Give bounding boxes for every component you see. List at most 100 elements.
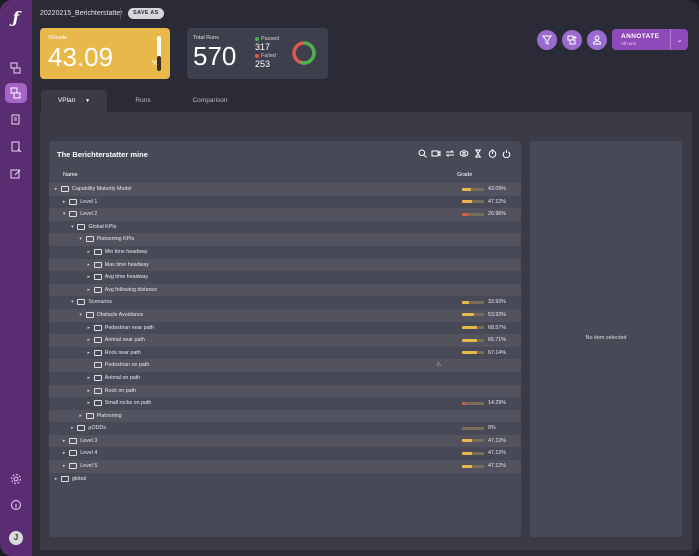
video-icon[interactable] <box>431 148 441 158</box>
tree-row-label: µODDs <box>88 425 106 432</box>
chevron-down-icon[interactable]: ▾ <box>79 311 82 318</box>
view-icon[interactable] <box>459 148 469 158</box>
search-icon[interactable] <box>417 148 427 158</box>
nav-runs-icon[interactable] <box>5 58 27 78</box>
detail-panel: No item selected <box>530 141 682 537</box>
chevron-down-icon[interactable]: ▾ <box>71 223 74 230</box>
tab-comparison[interactable]: Comparison <box>192 97 228 104</box>
grade-bar <box>462 187 484 191</box>
tree-row[interactable]: ▸ Max time headway <box>49 258 521 272</box>
tree-row[interactable]: ▸ Small rocks on path 14.29% <box>49 397 521 410</box>
nav-documents-icon[interactable] <box>5 110 27 130</box>
chevron-right-icon[interactable]: ▸ <box>54 475 58 482</box>
chevron-right-icon[interactable]: ▸ <box>87 248 91 255</box>
hourglass-icon[interactable] <box>473 148 483 158</box>
chevron-right-icon[interactable]: ▸ <box>87 400 91 407</box>
folder-icon <box>93 286 102 293</box>
annotate-button[interactable]: ANNOTATE All runs ⌄ <box>612 29 688 50</box>
nav-vplan-icon[interactable] <box>5 83 27 103</box>
tree-row[interactable]: ▸ Level 5 47.12% <box>49 460 521 473</box>
save-as-button[interactable]: SAVE AS <box>128 8 164 19</box>
tree-row-label: Level 5 <box>80 463 98 470</box>
grade-value: 43.09% <box>488 186 506 192</box>
warning-icon: ⚠ <box>436 362 442 369</box>
tree-row[interactable]: ▸ Level 4 47.12% <box>49 447 521 460</box>
folder-icon <box>69 437 78 444</box>
tree-row[interactable]: ▸ Animal near path 65.71% <box>49 334 521 347</box>
chevron-down-icon[interactable]: ▾ <box>79 236 82 243</box>
swap-icon[interactable] <box>445 148 455 158</box>
column-header-name: Name <box>63 172 78 178</box>
tree-row-label: Level 2 <box>80 211 98 218</box>
tree-row[interactable]: ▸ Level 1 47.12% <box>49 196 521 209</box>
chevron-down-icon: ▼ <box>85 98 91 104</box>
tree-row[interactable]: ▾ Obstacle Avoidance 53.93% <box>49 308 521 322</box>
chevron-right-icon[interactable]: ▸ <box>62 437 66 444</box>
failed-count: 253 <box>255 59 271 69</box>
tree-row[interactable]: ▸ Pedestrian near path 68.57% <box>49 322 521 335</box>
chevron-right-icon[interactable]: ▸ <box>71 425 74 432</box>
passed-legend: Passed 317 <box>255 36 279 52</box>
power-icon[interactable] <box>501 148 511 158</box>
tree-row[interactable]: ▸ Animal on path <box>49 372 521 385</box>
chevron-right-icon[interactable]: ▸ <box>54 186 58 192</box>
chevron-right-icon[interactable]: ▸ <box>87 274 91 281</box>
chevron-down-icon[interactable]: ▾ <box>62 211 66 218</box>
folder-icon <box>93 362 102 369</box>
chevron-down-icon[interactable]: ▾ <box>71 299 74 306</box>
grade-value: 65.71% <box>488 337 506 344</box>
tree-row[interactable]: ▸ Rock on path <box>49 384 521 398</box>
vgrade-card: VGrade 43.09 % <box>40 28 170 79</box>
chevron-right-icon[interactable]: ▸ <box>87 349 91 356</box>
chevron-right-icon[interactable]: ▸ <box>87 337 91 344</box>
folder-icon <box>93 248 102 255</box>
filter-icon[interactable] <box>537 30 557 50</box>
chevron-right-icon[interactable]: ▸ <box>62 198 66 205</box>
folder-icon <box>93 349 102 356</box>
vplan-tree: ▸ Capability Maturity Model 43.09% ▸ Level 1… <box>49 183 521 485</box>
tree-row[interactable]: ▸ Level 3 47.12% <box>49 434 521 448</box>
grade-value: 67.14% <box>488 349 506 356</box>
grade-bar <box>462 300 484 304</box>
grade-bar <box>462 464 484 468</box>
tree-row[interactable]: ▾ Level 2 26.96% <box>49 208 521 221</box>
chevron-right-icon[interactable]: ▸ <box>87 286 91 293</box>
nav-files-icon[interactable] <box>5 137 27 157</box>
tree-row[interactable]: ▸ Avg following distance <box>49 283 521 297</box>
user-avatar[interactable]: J <box>9 531 23 545</box>
tree-row[interactable]: Pedestrian on path ⚠ <box>49 359 521 372</box>
tab-bar: VPlan ▼ Runs Comparison <box>40 90 699 112</box>
chevron-right-icon[interactable]: ▸ <box>62 463 66 470</box>
chevron-right-icon[interactable]: ▸ <box>87 324 91 331</box>
failed-legend: Failed 253 <box>255 53 276 69</box>
tree-row[interactable]: ▾ Scenarios 33.93% <box>49 296 521 309</box>
chevron-right-icon[interactable]: ▸ <box>87 374 91 381</box>
tree-row[interactable]: ▸ Platooning <box>49 409 521 423</box>
grade-bar-fill <box>462 300 470 304</box>
timer-icon[interactable] <box>487 148 497 158</box>
tree-row[interactable]: ▸ Capability Maturity Model 43.09% <box>49 183 521 196</box>
app-logo[interactable]: ƒ <box>12 8 20 27</box>
tree-row[interactable]: ▸ Avg time headway <box>49 271 521 284</box>
info-icon[interactable] <box>5 495 27 515</box>
tree-row[interactable]: ▸ global <box>49 473 521 486</box>
tab-runs[interactable]: Runs <box>135 97 151 104</box>
tree-row-label: Platooning <box>96 412 122 419</box>
chevron-right-icon[interactable]: ▸ <box>87 261 91 268</box>
nav-edit-icon[interactable] <box>5 164 27 184</box>
chevron-right-icon[interactable]: ▸ <box>79 412 82 419</box>
add-view-icon[interactable] <box>562 30 582 50</box>
annotate-dropdown-chevron-icon[interactable]: ⌄ <box>670 29 688 50</box>
tab-vplan[interactable]: VPlan ▼ <box>41 90 107 112</box>
tree-row[interactable]: ▸ Rock near path 67.14% <box>49 347 521 360</box>
tree-row[interactable]: ▸ Min time headway <box>49 246 521 259</box>
tree-row-label: Capability Maturity Model <box>72 186 132 192</box>
tree-row[interactable]: ▸ µODDs 0% <box>49 422 521 435</box>
chevron-right-icon[interactable]: ▸ <box>62 450 66 457</box>
users-icon[interactable] <box>587 30 607 50</box>
tree-row[interactable]: ▾ Global KPIs <box>49 221 521 234</box>
chevron-right-icon[interactable]: ▸ <box>87 387 91 394</box>
grade-value: 33.93% <box>488 299 506 306</box>
settings-icon[interactable] <box>5 469 27 489</box>
tree-row[interactable]: ▾ Platooning KPIs <box>49 233 521 246</box>
